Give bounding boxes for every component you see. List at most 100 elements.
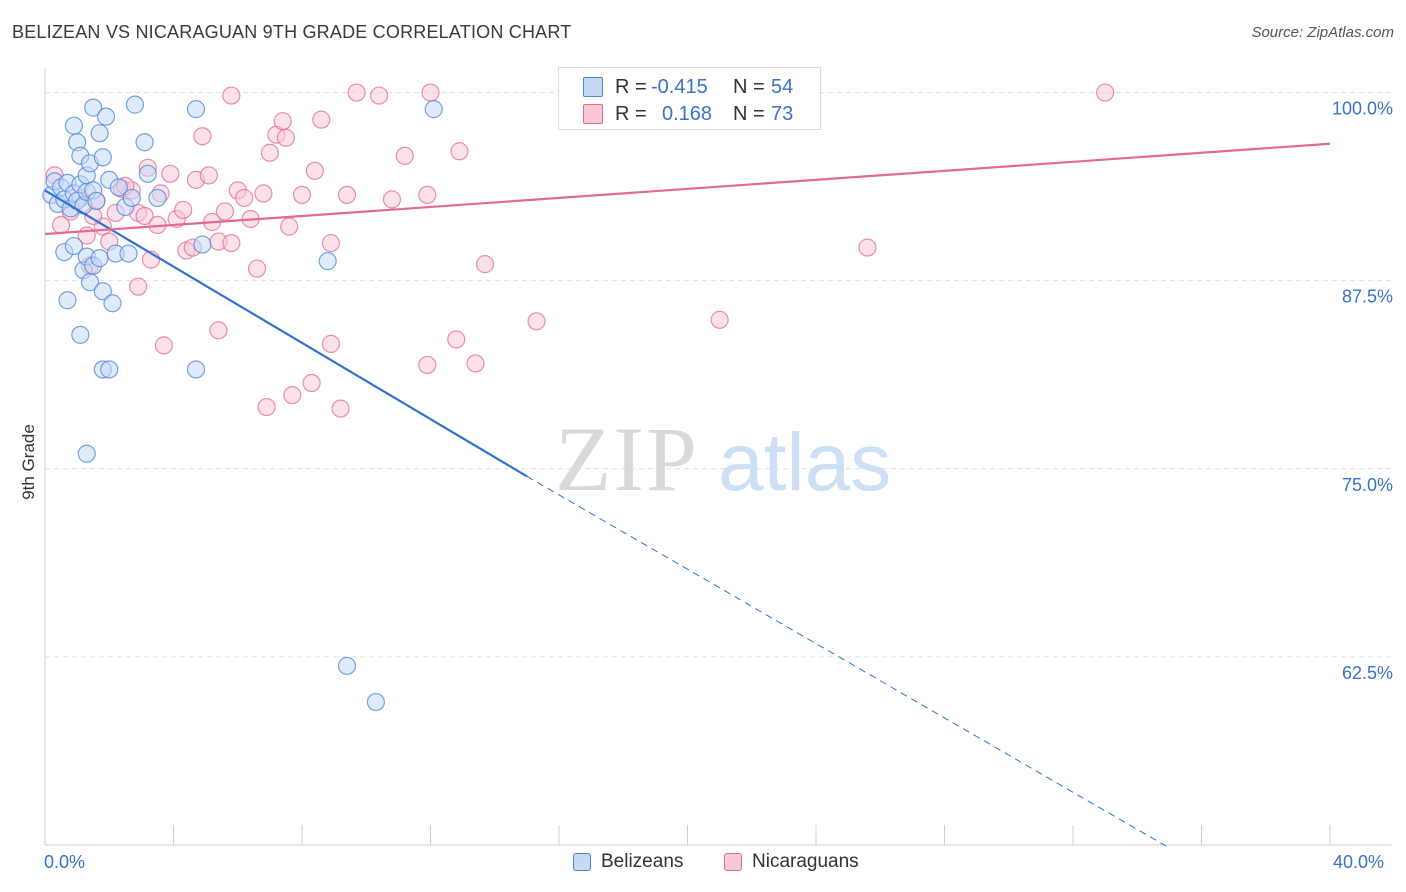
belizean-point	[148, 188, 167, 208]
r-value: 0.168	[662, 102, 713, 125]
source-label: Source: ZipAtlas.com	[1251, 24, 1394, 41]
watermark-zip: ZIP	[555, 408, 699, 510]
n-value: 54	[771, 75, 794, 98]
belizean-point	[125, 95, 145, 114]
nicaraguans-swatch	[583, 104, 603, 124]
nicaraguan-point	[260, 143, 279, 162]
nicaraguan-point	[135, 206, 154, 226]
belizean-point	[135, 133, 154, 152]
nicaraguan-point	[283, 385, 302, 405]
nicaraguan-point	[222, 86, 241, 105]
gridlines	[45, 92, 1392, 658]
belizean-point	[366, 692, 385, 712]
nicaraguan-point	[527, 312, 546, 331]
nicaraguan-point	[321, 334, 341, 353]
belizean-point	[64, 236, 84, 256]
belizean-point	[138, 164, 157, 183]
legend-label-belizeans: Belizeans	[601, 851, 684, 872]
nicaraguan-point	[450, 142, 469, 161]
y-tick-label: 62.5%	[1342, 663, 1393, 683]
legend-swatch-belizeans	[573, 853, 591, 871]
chart-title: BELIZEAN VS NICARAGUAN 9TH GRADE CORRELA…	[12, 22, 572, 42]
belizean-point	[186, 100, 206, 119]
nicaraguan-point	[174, 200, 193, 220]
y-tick-label: 100.0%	[1332, 99, 1393, 119]
nicaraguan-point	[280, 217, 299, 236]
y-tick-labels: 62.5% 75.0% 87.5% 100.0%	[1332, 99, 1393, 683]
n-label: N =	[733, 102, 765, 125]
y-axis-label: 9th Grade	[19, 424, 38, 500]
nicaraguan-point	[257, 397, 276, 417]
nicaraguan-point	[421, 83, 440, 102]
belizeans-swatch	[583, 77, 603, 97]
nicaraguan-point	[302, 373, 321, 393]
belizean-point	[186, 360, 206, 379]
trend-lines	[44, 142, 1331, 849]
watermark-atlas: atlas	[718, 417, 891, 508]
nicaraguan-point	[476, 255, 495, 274]
legend-item-belizeans[interactable]: Belizeans	[573, 851, 683, 873]
nicaraguan-point	[382, 190, 402, 209]
nicaraguan-point	[215, 202, 234, 221]
belizean-point	[58, 291, 77, 310]
belizean-point	[109, 178, 128, 197]
belizean-point	[122, 188, 141, 208]
belizean-point	[337, 656, 357, 676]
nicaraguan-point	[395, 146, 414, 165]
nicaraguan-point	[447, 330, 466, 349]
nicaraguan-point	[193, 127, 212, 146]
nicaraguan-point	[347, 83, 366, 102]
nicaraguan-point	[292, 185, 312, 205]
nicaraguan-point	[276, 128, 296, 147]
nicaraguan-point	[129, 277, 148, 296]
belizean-point	[93, 148, 112, 167]
nicaraguan-point	[235, 188, 254, 208]
nicaraguan-point	[209, 321, 228, 340]
n-label: N =	[733, 75, 765, 98]
nicaraguans-trend-line	[44, 142, 1331, 236]
stats-box: R = -0.415 N = 54 R = 0.168 N = 73	[558, 67, 821, 130]
nicaraguan-point	[710, 310, 729, 329]
belizeans-points	[42, 95, 443, 712]
belizean-point	[96, 107, 116, 126]
belizean-point	[193, 235, 212, 254]
legend-label-nicaraguans: Nicaraguans	[752, 851, 859, 872]
nicaraguan-point	[273, 112, 292, 131]
nicaraguan-point	[331, 399, 350, 418]
legend: Belizeans Nicaraguans	[0, 851, 1406, 879]
nicaraguan-point	[312, 110, 331, 129]
belizean-point	[90, 124, 109, 143]
nicaraguan-point	[1096, 83, 1115, 102]
belizean-point	[90, 249, 109, 268]
y-tick-label: 75.0%	[1342, 475, 1393, 495]
nicaraguan-point	[305, 161, 324, 180]
nicaraguan-point	[418, 355, 437, 375]
r-label: R =	[615, 102, 647, 125]
belizean-point	[71, 325, 90, 344]
r-label: R =	[615, 75, 647, 98]
belizeans-trend-line	[44, 189, 528, 478]
nicaraguan-point	[466, 354, 485, 373]
belizean-point	[93, 282, 112, 301]
belizean-point	[103, 294, 122, 313]
nicaraguan-point	[247, 259, 267, 278]
belizean-point	[84, 98, 103, 117]
belizean-point	[100, 360, 119, 379]
nicaraguan-point	[161, 164, 180, 183]
r-value: -0.415	[651, 75, 708, 98]
nicaraguan-point	[222, 233, 241, 253]
n-value: 73	[771, 102, 794, 125]
nicaraguan-point	[858, 238, 877, 257]
x-axis-max-label: 40.0%	[1333, 852, 1385, 872]
watermark: ZIP atlas	[555, 408, 891, 510]
nicaraguan-point	[418, 185, 437, 205]
x-axis-min-label: 0.0%	[44, 852, 86, 872]
nicaraguan-point	[370, 86, 389, 105]
belizean-point	[77, 444, 96, 463]
legend-item-nicaraguans[interactable]: Nicaraguans	[724, 851, 859, 873]
nicaraguan-point	[337, 185, 357, 205]
belizean-point	[64, 116, 84, 135]
nicaraguan-point	[199, 166, 218, 185]
legend-swatch-nicaraguans	[724, 853, 742, 871]
